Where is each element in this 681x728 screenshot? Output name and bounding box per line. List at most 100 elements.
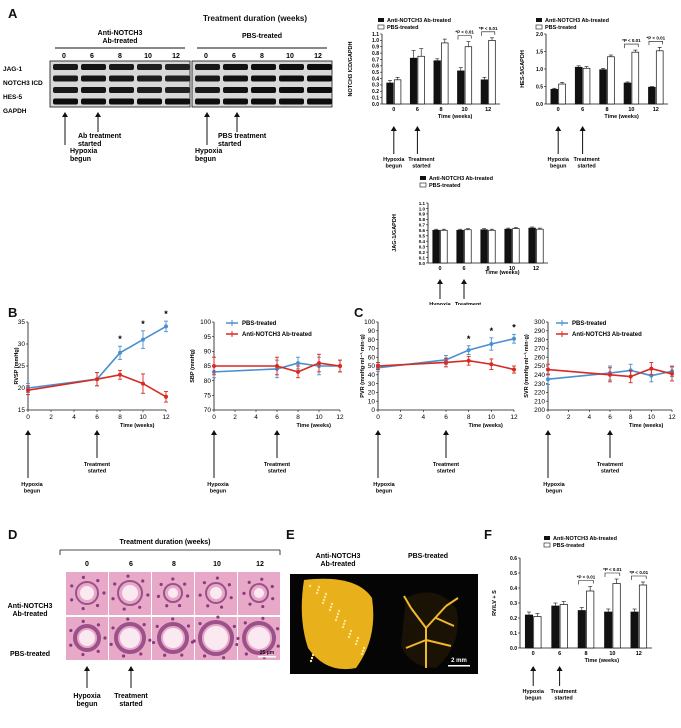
y-tick-label: 0.4	[419, 239, 426, 244]
nucleus	[111, 626, 115, 630]
x-tick-label: 2	[399, 414, 403, 421]
treatment-arrow-head	[414, 126, 421, 131]
nucleus	[70, 598, 74, 602]
arrow-label: Treatment	[573, 157, 599, 163]
y-axis-label: SBP (mmHg)	[190, 349, 196, 383]
data-point	[212, 364, 216, 368]
vessel-speck	[362, 646, 366, 650]
x-tick-label: 12	[485, 107, 491, 113]
bar	[559, 604, 568, 649]
treatment-arrow-head	[94, 430, 100, 435]
vessel-speck	[337, 609, 341, 613]
arrow-label: Treatment	[84, 462, 110, 468]
vessel-lumen	[210, 587, 222, 599]
arrow-label: PBS treatment	[218, 133, 267, 140]
x-tick-label: 12	[636, 651, 642, 657]
x-tick-label: 2	[567, 414, 571, 421]
histo-row-label: PBS-treated	[10, 651, 50, 658]
arrow-label: begun	[24, 488, 41, 494]
data-point	[628, 374, 633, 379]
vessel-wall	[73, 624, 101, 652]
x-tick-label: 6	[275, 414, 279, 421]
legend-label: Anti-NOTCH3 Ab-treated	[545, 18, 609, 24]
blot-band	[109, 98, 134, 105]
blot-group-label: Anti-NOTCH3	[98, 30, 143, 37]
y-axis-label: SVR (mmHg·ml⁻¹·min·g)	[523, 334, 530, 398]
y-tick-label: 0.6	[510, 556, 517, 562]
x-tick-label: 0	[532, 651, 535, 657]
bar	[623, 82, 632, 105]
bar	[464, 229, 472, 264]
bar	[574, 66, 583, 105]
legend-swatch	[536, 18, 542, 22]
vessel-speck	[317, 585, 321, 589]
x-tick-label: 2	[49, 414, 53, 421]
legend-label: PBS-treated	[572, 321, 607, 327]
x-tick-label: 10	[609, 651, 615, 657]
x-axis-label: Time (weeks)	[585, 658, 620, 664]
y-tick-label: 85	[204, 363, 212, 370]
bar	[417, 55, 425, 105]
vessel-wall	[114, 622, 146, 654]
blot-timepoint: 0	[62, 53, 66, 60]
vessel-speck	[324, 592, 328, 596]
y-tick-label: 90	[368, 328, 376, 335]
sig-bracket	[604, 572, 621, 577]
bar	[536, 228, 544, 264]
blot-band	[195, 75, 220, 82]
nucleus	[109, 642, 113, 646]
bar	[577, 610, 586, 649]
arrow-label: started	[88, 468, 106, 474]
blot-band	[251, 87, 276, 93]
data-point	[95, 377, 99, 382]
arrow-label: Treatment	[264, 462, 290, 468]
nucleus	[69, 628, 73, 633]
nucleus	[141, 579, 145, 583]
panel-label-e: E	[286, 527, 295, 542]
bar	[612, 583, 621, 649]
arrow-label: started	[119, 701, 142, 708]
sig-label: *P < 0.01	[577, 575, 596, 580]
x-tick-label: 4	[254, 414, 258, 421]
histo-row-label: Anti-NOTCH3	[8, 603, 53, 610]
vessel-lumen	[122, 585, 138, 601]
vessel-speck	[347, 635, 351, 639]
blot-band	[165, 87, 190, 93]
sig-label: *P < 0.01	[622, 38, 641, 43]
vessel-speck	[330, 602, 334, 606]
data-point	[141, 337, 145, 342]
blot-row-label: GAPDH	[3, 108, 27, 115]
x-tick-label: 6	[444, 414, 448, 421]
x-axis-label: Time (weeks)	[604, 114, 639, 120]
y-axis-label: NOTCH3 ICD/GAPDH	[348, 41, 354, 96]
vessel-speck	[334, 618, 338, 622]
data-point	[546, 367, 550, 372]
x-tick-label: 0	[438, 266, 441, 272]
blot-band	[53, 64, 78, 70]
data-point	[296, 361, 300, 366]
blot-band	[137, 98, 162, 105]
vessel-branch	[425, 639, 452, 647]
nucleus	[202, 581, 206, 585]
nucleus	[165, 604, 169, 608]
nucleus	[95, 603, 100, 608]
arrow-label: begun	[77, 701, 98, 708]
nucleus	[121, 654, 126, 658]
bar	[433, 60, 441, 105]
y-tick-label: 0.2	[419, 250, 426, 255]
sig-bracket	[624, 43, 639, 49]
hypoxia-arrow-head	[530, 666, 537, 671]
bar	[480, 79, 489, 105]
arrow-label: begun	[210, 488, 227, 494]
vessel-lumen	[204, 626, 228, 650]
vessel-lumen	[120, 628, 140, 648]
x-tick-label: 8	[629, 414, 633, 421]
y-tick-label: 0.3	[510, 601, 517, 607]
vessel-speck	[354, 642, 358, 646]
data-point	[649, 366, 654, 371]
y-tick-label: 240	[534, 372, 545, 379]
data-point	[164, 324, 168, 329]
bar	[551, 605, 560, 649]
data-point	[376, 364, 380, 368]
